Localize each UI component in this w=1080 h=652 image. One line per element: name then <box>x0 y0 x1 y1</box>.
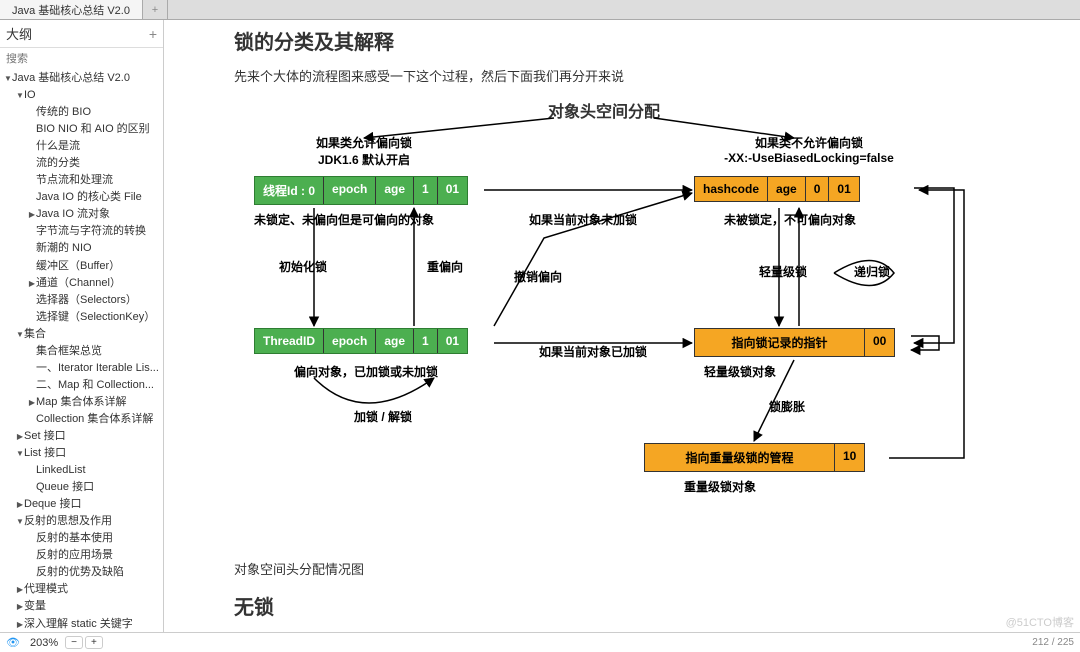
lightweight-lock-box: 指向锁记录的指针00 <box>694 328 895 357</box>
outline-item[interactable]: ▼IO <box>0 87 163 104</box>
box3-caption: 偏向对象，已加锁或未加锁 <box>294 363 438 380</box>
zoom-level: 203% <box>30 637 58 649</box>
document-content: 锁的分类及其解释 先来个大体的流程图来感受一下这个过程，然后下面我们再分开来说 … <box>164 20 1080 632</box>
document-tab[interactable]: Java 基础核心总结 V2.0 <box>0 0 143 19</box>
box1-caption: 未锁定、未偏向但是可偏向的对象 <box>254 211 434 228</box>
heading-lock-types: 锁的分类及其解释 <box>234 26 1080 55</box>
outline-item[interactable]: 一、Iterator Iterable Lis... <box>0 360 163 377</box>
tab-bar: Java 基础核心总结 V2.0 + <box>0 0 1080 20</box>
outline-item[interactable]: ▼Java 基础核心总结 V2.0 <box>0 70 163 87</box>
outline-item[interactable]: 新潮的 NIO <box>0 240 163 257</box>
label-has-lock: 如果当前对象已加锁 <box>539 343 647 360</box>
outline-item[interactable]: ▼List 接口 <box>0 445 163 462</box>
box4-caption: 轻量级锁对象 <box>704 363 776 380</box>
label-recursive: 递归锁 <box>854 263 890 280</box>
outline-item[interactable]: ▶Deque 接口 <box>0 496 163 513</box>
outline-item[interactable]: ▼反射的思想及作用 <box>0 513 163 530</box>
heading-no-lock: 无锁 <box>234 591 1080 620</box>
outline-add-button[interactable]: + <box>149 26 157 42</box>
label-revoke: 撤销偏向 <box>514 268 562 285</box>
label-no-lock: 如果当前对象未加锁 <box>529 211 637 228</box>
left-header-2: JDK1.6 默认开启 <box>274 151 454 168</box>
outline-item[interactable]: 传统的 BIO <box>0 104 163 121</box>
zoom-out-button[interactable]: − <box>65 636 83 649</box>
page-indicator: 212 / 225 <box>1032 637 1074 648</box>
outline-item[interactable]: ▶变量 <box>0 598 163 615</box>
label-lightweight: 轻量级锁 <box>759 263 807 280</box>
watermark: @51CTO博客 <box>1006 614 1074 630</box>
add-tab-button[interactable]: + <box>143 0 168 19</box>
outline-item[interactable]: 缓冲区（Buffer） <box>0 258 163 275</box>
outline-item[interactable]: 反射的基本使用 <box>0 530 163 547</box>
outline-item[interactable]: LinkedList <box>0 462 163 479</box>
outline-item[interactable]: ▶深入理解 static 关键字 <box>0 616 163 633</box>
unbiased-box: hashcodeage001 <box>694 176 860 202</box>
outline-sidebar: 大纲 + ▼Java 基础核心总结 V2.0▼IO传统的 BIOBIO NIO … <box>0 20 164 632</box>
outline-title: 大纲 <box>6 24 149 43</box>
heavyweight-lock-box: 指向重量级锁的管程10 <box>644 443 865 472</box>
left-header-1: 如果类允许偏向锁 <box>274 134 454 151</box>
outline-item[interactable]: 流的分类 <box>0 155 163 172</box>
diagram-title: 对象头空间分配 <box>234 98 974 122</box>
label-inflate: 锁膨胀 <box>769 398 805 415</box>
intro-paragraph: 先来个大体的流程图来感受一下这个过程，然后下面我们再分开来说 <box>234 67 1080 88</box>
outline-item[interactable]: 反射的应用场景 <box>0 547 163 564</box>
outline-item[interactable]: ▶代理模式 <box>0 581 163 598</box>
outline-tree: ▼Java 基础核心总结 V2.0▼IO传统的 BIOBIO NIO 和 AIO… <box>0 68 163 632</box>
box5-caption: 重量级锁对象 <box>684 478 756 495</box>
outline-item[interactable]: BIO NIO 和 AIO 的区别 <box>0 121 163 138</box>
outline-item[interactable]: 选择器（Selectors） <box>0 292 163 309</box>
outline-item[interactable]: Collection 集合体系详解 <box>0 411 163 428</box>
outline-item[interactable]: ▶Java IO 流对象 <box>0 206 163 223</box>
right-header-1: 如果类不允许偏向锁 <box>694 134 924 151</box>
zoom-in-button[interactable]: + <box>85 636 103 649</box>
outline-item[interactable]: 集合框架总览 <box>0 343 163 360</box>
object-header-diagram: 对象头空间分配 如果类允许偏向锁 JDK1.6 默认开启 如果类不允许偏向锁 -… <box>234 98 974 548</box>
view-mode-icon[interactable]: 👁 <box>6 636 20 649</box>
biased-locked-box: ThreadIDepochage101 <box>254 328 468 354</box>
outline-item[interactable]: ▶Set 接口 <box>0 428 163 445</box>
label-init-lock: 初始化锁 <box>279 258 327 275</box>
outline-item[interactable]: ▼集合 <box>0 326 163 343</box>
subheading-allocation: 对象空间头分配情况图 <box>234 560 1080 581</box>
outline-item[interactable]: 节点流和处理流 <box>0 172 163 189</box>
outline-item[interactable]: ▶Map 集合体系详解 <box>0 394 163 411</box>
biased-unlocked-box: 线程Id : 0epochage101 <box>254 176 468 205</box>
outline-item[interactable]: Queue 接口 <box>0 479 163 496</box>
outline-item[interactable]: 选择键（SelectionKey） <box>0 309 163 326</box>
outline-item[interactable]: Java IO 的核心类 File <box>0 189 163 206</box>
label-rebias: 重偏向 <box>427 258 463 275</box>
outline-search-input[interactable] <box>6 53 157 65</box>
outline-item[interactable]: 字节流与字符流的转换 <box>0 223 163 240</box>
box2-caption: 未被锁定，不可偏向对象 <box>724 211 856 228</box>
outline-item[interactable]: 什么是流 <box>0 138 163 155</box>
outline-item[interactable]: ▶通道（Channel） <box>0 275 163 292</box>
outline-item[interactable]: 反射的优势及缺陷 <box>0 564 163 581</box>
label-lock-unlock: 加锁 / 解锁 <box>354 408 412 425</box>
right-header-2: -XX:-UseBiasedLocking=false <box>694 151 924 165</box>
outline-item[interactable]: 二、Map 和 Collection... <box>0 377 163 394</box>
status-bar: 👁 203% − + 212 / 225 <box>0 632 1080 652</box>
